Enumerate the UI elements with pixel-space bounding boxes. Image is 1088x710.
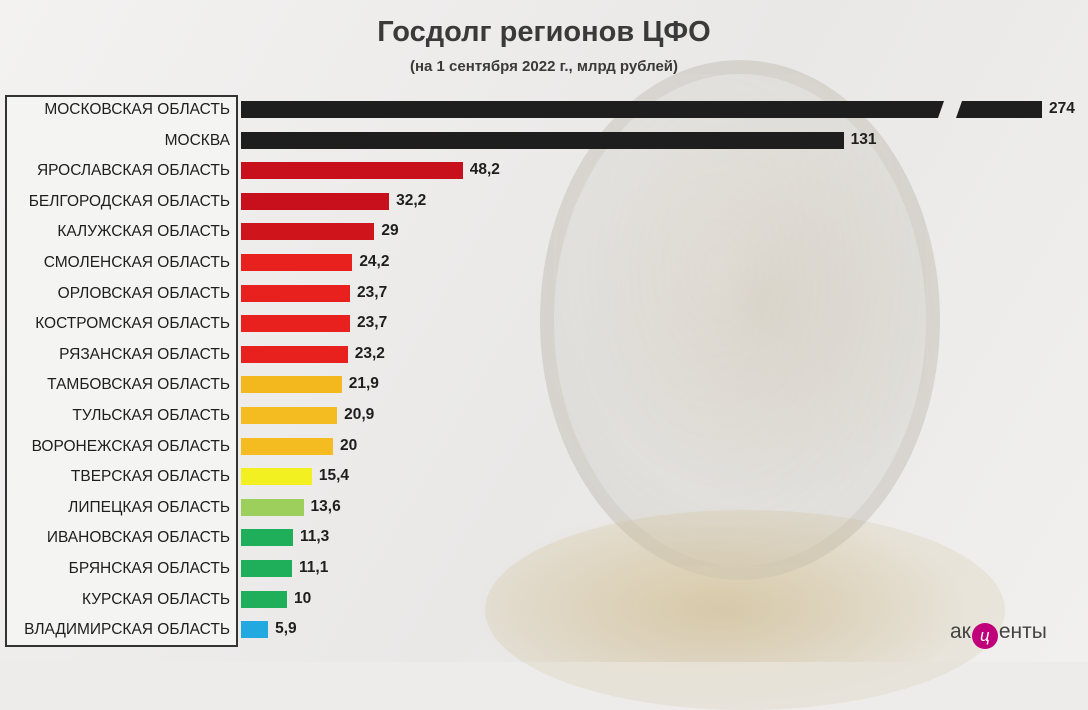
value-label: 11,1 xyxy=(299,559,329,576)
category-label: ОРЛОВСКАЯ ОБЛАСТЬ xyxy=(57,284,230,302)
value-label: 48,2 xyxy=(469,161,500,179)
value-label: 131 xyxy=(850,130,877,148)
category-label: ЯРОСЛАВСКАЯ ОБЛАСТЬ xyxy=(36,162,230,180)
category-label: СМОЛЕНСКАЯ ОБЛАСТЬ xyxy=(43,254,230,271)
bar-break-segment xyxy=(956,101,1042,118)
category-label-panel: МОСКОВСКАЯ ОБЛАСТЬ МОСКВА ЯРОСЛАВСКАЯ ОБЛА… xyxy=(5,95,238,647)
category-label: ВЛАДИМИРСКАЯ ОБЛАСТЬ xyxy=(24,621,230,639)
category-label: МОСКОВСКАЯ ОБЛАСТЬ xyxy=(44,101,230,118)
bar xyxy=(241,621,269,639)
value-label: 20 xyxy=(340,436,358,454)
value-label: 21,9 xyxy=(348,375,379,393)
value-label: 23,7 xyxy=(357,283,388,301)
bar xyxy=(241,162,463,180)
bar xyxy=(241,192,390,210)
logo-suffix: енты xyxy=(998,620,1047,643)
bar xyxy=(241,284,351,302)
bar xyxy=(241,223,375,241)
bar xyxy=(241,254,353,271)
value-label: 13,6 xyxy=(310,497,341,515)
value-label: 11,3 xyxy=(299,528,330,546)
bar xyxy=(241,131,844,149)
logo-accent-letter: ц xyxy=(971,623,998,649)
category-label: КАЛУЖСКАЯ ОБЛАСТЬ xyxy=(57,223,230,241)
bar xyxy=(241,315,351,333)
value-label: 23,2 xyxy=(354,344,385,362)
value-label: 5,9 xyxy=(275,620,297,638)
bar xyxy=(241,590,287,608)
category-label: ТВЕРСКАЯ ОБЛАСТЬ xyxy=(70,468,230,486)
value-label: 29 xyxy=(381,222,399,240)
bar xyxy=(241,560,293,577)
value-label: 10 xyxy=(294,589,312,607)
category-label: КОСТРОМСКАЯ ОБЛАСТЬ xyxy=(35,315,230,333)
value-label: 20,9 xyxy=(344,406,375,423)
category-label: ЛИПЕЦКАЯ ОБЛАСТЬ xyxy=(68,498,230,516)
chart-subtitle: (на 1 сентября 2022 г., млрд рублей) xyxy=(409,58,679,75)
value-label: 24,2 xyxy=(359,253,390,270)
category-label: ТАМБОВСКАЯ ОБЛАСТЬ xyxy=(47,376,230,394)
chart-title: Госдолг регионов ЦФО xyxy=(377,16,711,48)
bar xyxy=(241,345,348,363)
category-label: ВОРОНЕЖСКАЯ ОБЛАСТЬ xyxy=(31,437,230,455)
bar xyxy=(241,101,944,118)
coin-illustration-lower xyxy=(485,510,1005,710)
bar xyxy=(241,468,312,486)
category-label: БЕЛГОРОДСКАЯ ОБЛАСТЬ xyxy=(28,192,230,210)
value-label: 32,2 xyxy=(396,191,427,209)
value-label: 274 xyxy=(1049,100,1075,117)
category-label: КУРСКАЯ ОБЛАСТЬ xyxy=(82,590,230,608)
category-label: МОСКВА xyxy=(164,131,230,149)
bar xyxy=(241,407,338,424)
value-label: 23,7 xyxy=(357,314,388,332)
bar xyxy=(241,376,342,394)
value-label: 15,4 xyxy=(318,467,349,485)
bar xyxy=(241,529,293,547)
brand-logo: ак ц енты xyxy=(950,620,1047,649)
bar xyxy=(241,437,333,455)
category-label: РЯЗАНСКАЯ ОБЛАСТЬ xyxy=(59,345,230,363)
category-label: ИВАНОВСКАЯ ОБЛАСТЬ xyxy=(46,529,230,547)
bar xyxy=(241,498,304,516)
logo-prefix: ак xyxy=(950,620,971,643)
category-label: ТУЛЬСКАЯ ОБЛАСТЬ xyxy=(72,407,230,424)
category-label: БРЯНСКАЯ ОБЛАСТЬ xyxy=(68,560,230,577)
